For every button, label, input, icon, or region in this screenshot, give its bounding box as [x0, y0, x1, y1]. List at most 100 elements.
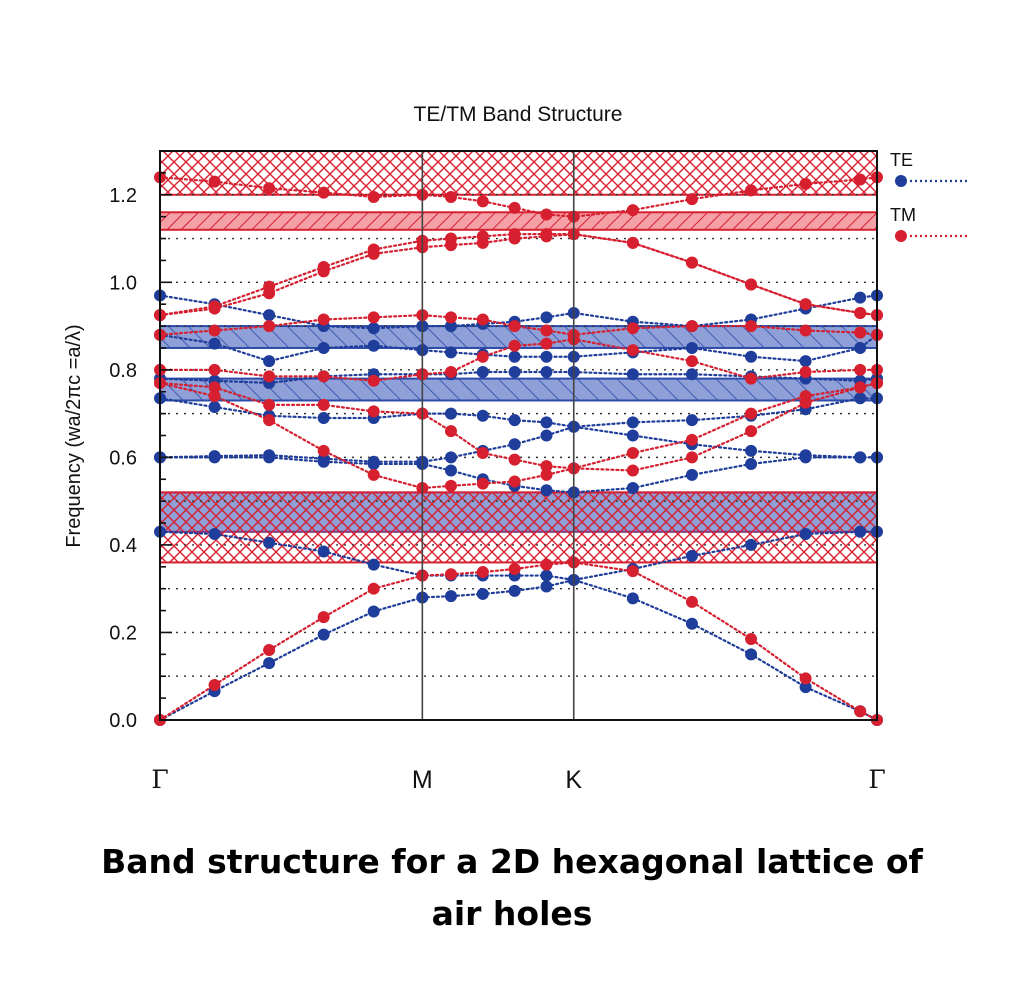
legend-label-te: TE [890, 150, 913, 170]
tm-point [745, 633, 758, 646]
tm-point [476, 230, 489, 243]
y-tick-label: 0.4 [109, 535, 137, 557]
legend-marker-te [895, 175, 907, 187]
tm-point [367, 243, 380, 256]
te-point [854, 392, 867, 405]
tm-point [540, 324, 553, 337]
te-point [317, 545, 330, 558]
tm-point [208, 324, 221, 337]
te-point [540, 366, 553, 379]
tm-band-line [158, 233, 879, 317]
tm-point [745, 372, 758, 385]
tm-point [799, 672, 812, 685]
tm-point [854, 173, 867, 186]
te-point [540, 429, 553, 442]
te-point [540, 416, 553, 429]
tm-point [263, 370, 276, 383]
tm-point [854, 705, 867, 718]
tm-point [540, 228, 553, 241]
tm-point [444, 568, 457, 581]
y-tick-label: 0.0 [109, 710, 137, 732]
tm-point [476, 447, 489, 460]
te-point [367, 455, 380, 468]
y-axis-label: Frequency (wa/2πc =a/λ) [63, 324, 85, 547]
te-point [263, 657, 276, 670]
te-point [317, 411, 330, 424]
te-point [263, 449, 276, 462]
tm-point [208, 363, 221, 376]
tm-point [208, 390, 221, 403]
tm-point [626, 236, 639, 249]
tm-point [263, 320, 276, 333]
te-point [508, 438, 521, 451]
tm-point [263, 280, 276, 293]
te-point [263, 536, 276, 549]
te-point [508, 414, 521, 427]
te-point [317, 341, 330, 354]
tm-point [745, 425, 758, 438]
tm-point [476, 350, 489, 363]
tm-point [263, 398, 276, 411]
te-point [208, 450, 221, 463]
tm-point [263, 643, 276, 656]
tm-point [626, 464, 639, 477]
te-point [444, 346, 457, 359]
tm-point [626, 344, 639, 357]
te-point [799, 355, 812, 368]
y-tick-label: 1.0 [109, 272, 137, 294]
tm-point [540, 208, 553, 221]
te-point [367, 339, 380, 352]
tm-point [263, 414, 276, 427]
tm-point [745, 278, 758, 291]
tm-point [317, 313, 330, 326]
te-point [263, 355, 276, 368]
tm-point [367, 374, 380, 387]
tm-point [208, 175, 221, 188]
te-point [626, 429, 639, 442]
chart-title: TE/TM Band Structure [414, 103, 623, 126]
tm-point [685, 355, 698, 368]
te-point [685, 617, 698, 630]
te-point [476, 409, 489, 422]
tm-point [626, 204, 639, 217]
tm-point [367, 311, 380, 324]
x-tick-label: Γ [868, 765, 885, 794]
tm-point [476, 566, 489, 579]
tm-point [444, 232, 457, 245]
band-gap-tm-4 [159, 211, 878, 231]
te-point [208, 337, 221, 350]
te-point [540, 484, 553, 497]
te-point [367, 605, 380, 618]
tm-point [540, 460, 553, 473]
te-point [263, 309, 276, 322]
te-point [685, 468, 698, 481]
tm-point [508, 320, 521, 333]
tm-point [508, 453, 521, 466]
te-point [745, 538, 758, 551]
tm-point [540, 337, 553, 350]
te-point [540, 569, 553, 582]
tm-point [508, 228, 521, 241]
caption-line-2: air holes [431, 894, 593, 933]
te-point [626, 368, 639, 381]
tm-point [799, 324, 812, 337]
tm-point [799, 177, 812, 190]
te-point [508, 350, 521, 363]
te-point [476, 587, 489, 600]
tm-point [540, 558, 553, 571]
tm-point [854, 363, 867, 376]
legend-marker-tm [895, 230, 907, 242]
te-point [367, 558, 380, 571]
tm-point [317, 611, 330, 624]
te-point [208, 401, 221, 414]
te-point [745, 350, 758, 363]
te-point [317, 628, 330, 641]
te-point [685, 414, 698, 427]
te-point [799, 449, 812, 462]
tm-point [799, 390, 812, 403]
te-point [854, 341, 867, 354]
tm-point [685, 320, 698, 333]
band-series [154, 171, 883, 726]
te-point [367, 322, 380, 335]
te-point [745, 457, 758, 470]
